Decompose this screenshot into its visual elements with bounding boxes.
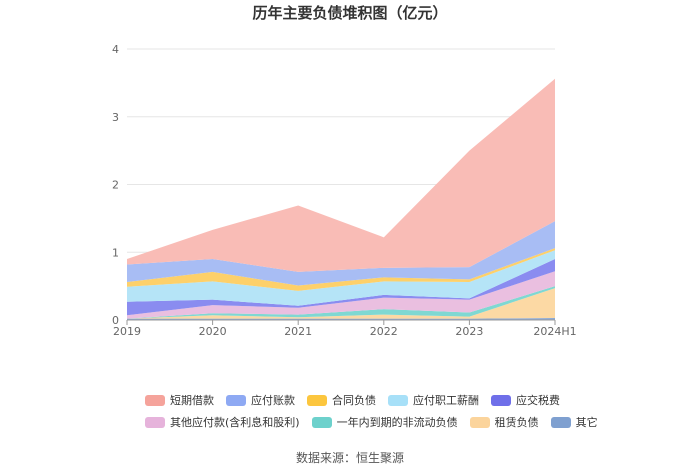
legend-label: 应付职工薪酬: [413, 394, 479, 407]
y-tick-label: 2: [112, 179, 119, 192]
area-series: [127, 248, 555, 291]
legend-item[interactable]: 租赁负债: [469, 414, 539, 430]
legend-swatch: [491, 394, 511, 406]
legend-item[interactable]: 一年内到期的非流动负债: [311, 414, 458, 430]
legend-label: 短期借款: [170, 394, 214, 407]
y-tick-label: 3: [112, 111, 119, 124]
x-tick-label: 2022: [370, 325, 398, 338]
legend-swatch: [145, 394, 165, 406]
legend-swatch: [550, 416, 571, 428]
legend-label: 合同负债: [332, 394, 376, 407]
area-series: [127, 288, 555, 319]
area-series: [127, 78, 555, 272]
legend-item[interactable]: 合同负债: [307, 392, 376, 408]
legend-item[interactable]: 其他应付款(含利息和股利): [145, 414, 300, 430]
legend-row-2: 其他应付款(含利息和股利) 一年内到期的非流动负债 租赁负债 其它: [145, 412, 625, 432]
legend-swatch: [469, 416, 490, 428]
area-series: [127, 271, 555, 319]
data-source-note: 数据来源：恒生聚源: [295, 451, 404, 465]
legend: 短期借款 应付账款 合同负债 应付职工薪酬 应交税费 其他应付款(含利息和股利)…: [145, 390, 625, 434]
legend-swatch: [145, 416, 165, 428]
y-tick-label: 4: [112, 43, 119, 56]
legend-label: 其他应付款(含利息和股利): [170, 416, 300, 429]
legend-swatch: [307, 394, 327, 406]
chart-title: 历年主要负债堆积图（亿元）: [252, 4, 448, 22]
y-tick-label: 1: [112, 246, 119, 259]
y-tick-label: 0: [112, 314, 119, 327]
x-tick-label: 2024H1: [533, 325, 576, 338]
area-series: [127, 250, 555, 306]
legend-row-1: 短期借款 应付账款 合同负债 应付职工薪酬 应交税费: [145, 390, 625, 410]
legend-label: 其它: [575, 416, 598, 429]
legend-item[interactable]: 短期借款: [145, 392, 214, 408]
legend-swatch: [226, 394, 246, 406]
legend-label: 应付账款: [251, 394, 295, 407]
legend-label: 一年内到期的非流动负债: [336, 416, 458, 429]
stacked-area-chart: 0 1 2 3 4 2019 2020 2021 2022 2023 2024H1: [112, 43, 577, 338]
x-tick-label: 2019: [113, 325, 141, 338]
x-tick-label: 2021: [284, 325, 312, 338]
x-tick-label: 2023: [455, 325, 483, 338]
legend-swatch: [388, 394, 408, 406]
legend-item[interactable]: 应付账款: [226, 392, 295, 408]
area-series: [127, 259, 555, 316]
area-series: [127, 317, 555, 320]
x-tick-label: 2020: [199, 325, 227, 338]
legend-swatch: [311, 416, 332, 428]
legend-item[interactable]: 应付职工薪酬: [388, 392, 479, 408]
legend-label: 应交税费: [516, 394, 560, 407]
legend-label: 租赁负债: [494, 416, 539, 429]
legend-item[interactable]: 应交税费: [491, 392, 560, 408]
legend-item[interactable]: 其它: [550, 414, 598, 430]
area-series: [127, 286, 555, 319]
area-series: [127, 221, 555, 286]
